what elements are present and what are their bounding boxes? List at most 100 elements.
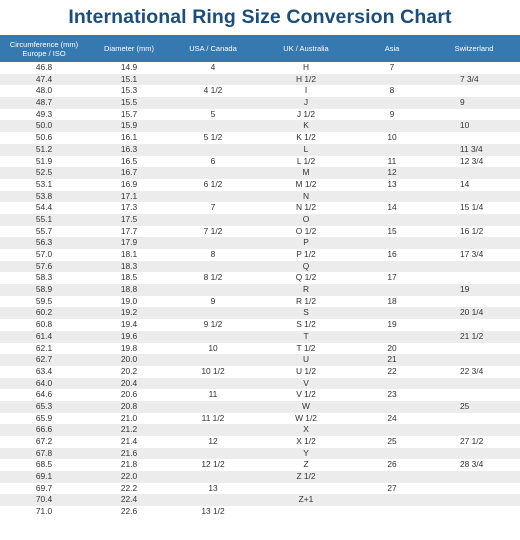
cell-circumference: 60.8	[0, 319, 88, 331]
cell-usa-canada	[170, 354, 256, 366]
cell-diameter: 16.7	[88, 167, 170, 179]
cell-uk-australia: Z 1/2	[256, 471, 356, 483]
cell-diameter: 19.2	[88, 307, 170, 320]
cell-switzerland: 11 3/4	[428, 143, 520, 156]
cell-switzerland: 15 1/4	[428, 202, 520, 214]
cell-usa-canada	[170, 213, 256, 226]
cell-diameter: 21.4	[88, 436, 170, 448]
cell-uk-australia: Y	[256, 447, 356, 460]
cell-asia: 14	[356, 202, 428, 214]
cell-switzerland	[428, 132, 520, 144]
cell-circumference: 57.6	[0, 260, 88, 273]
cell-diameter: 22.2	[88, 482, 170, 495]
cell-diameter: 21.8	[88, 459, 170, 472]
table-row: 55.1 17.5 O	[0, 213, 520, 226]
cell-switzerland	[428, 506, 520, 518]
cell-uk-australia: T 1/2	[256, 342, 356, 355]
cell-diameter: 19.8	[88, 342, 170, 355]
cell-asia: 21	[356, 354, 428, 366]
cell-asia	[356, 190, 428, 203]
table-row: 46.8 14.9 4 H 7	[0, 62, 520, 74]
cell-usa-canada: 11 1/2	[170, 412, 256, 425]
table-row: 53.8 17.1 N	[0, 190, 520, 203]
cell-diameter: 19.0	[88, 295, 170, 308]
cell-circumference: 48.7	[0, 97, 88, 109]
cell-circumference: 61.4	[0, 330, 88, 343]
table-header: Circumference (mm) Europe / ISO Diameter…	[0, 35, 520, 62]
cell-diameter: 16.3	[88, 143, 170, 156]
cell-diameter: 18.1	[88, 249, 170, 261]
cell-usa-canada	[170, 73, 256, 86]
cell-diameter: 18.5	[88, 272, 170, 285]
cell-asia	[356, 400, 428, 413]
cell-diameter: 15.1	[88, 73, 170, 86]
cell-circumference: 51.9	[0, 155, 88, 168]
cell-usa-canada: 11	[170, 389, 256, 401]
cell-asia: 27	[356, 482, 428, 495]
cell-switzerland: 14	[428, 178, 520, 191]
cell-usa-canada	[170, 167, 256, 179]
cell-switzerland: 21 1/2	[428, 330, 520, 343]
cell-switzerland	[428, 85, 520, 98]
table-row: 71.0 22.6 13 1/2	[0, 506, 520, 518]
cell-uk-australia: R	[256, 284, 356, 296]
cell-asia: 23	[356, 389, 428, 401]
cell-uk-australia	[256, 482, 356, 495]
cell-asia: 22	[356, 365, 428, 378]
cell-uk-australia: R 1/2	[256, 295, 356, 308]
table-row: 58.9 18.8 R 19	[0, 284, 520, 296]
cell-usa-canada	[170, 400, 256, 413]
cell-diameter: 17.1	[88, 190, 170, 203]
cell-diameter: 21.0	[88, 412, 170, 425]
cell-usa-canada: 4 1/2	[170, 85, 256, 98]
cell-diameter: 17.9	[88, 237, 170, 249]
cell-switzerland: 12 3/4	[428, 155, 520, 168]
cell-circumference: 55.7	[0, 225, 88, 238]
cell-usa-canada: 13 1/2	[170, 506, 256, 518]
cell-asia: 12	[356, 167, 428, 179]
cell-switzerland	[428, 190, 520, 203]
cell-asia: 20	[356, 342, 428, 355]
cell-uk-australia: X	[256, 424, 356, 436]
cell-uk-australia: S	[256, 307, 356, 320]
cell-switzerland: 20 1/4	[428, 307, 520, 320]
cell-circumference: 53.1	[0, 178, 88, 191]
cell-switzerland	[428, 260, 520, 273]
cell-asia: 25	[356, 436, 428, 448]
cell-diameter: 15.5	[88, 97, 170, 109]
cell-usa-canada	[170, 307, 256, 320]
cell-switzerland: 19	[428, 284, 520, 296]
table-row: 58.3 18.5 8 1/2 Q 1/2 17	[0, 272, 520, 285]
cell-uk-australia: W 1/2	[256, 412, 356, 425]
cell-diameter: 17.7	[88, 225, 170, 238]
cell-usa-canada: 9	[170, 295, 256, 308]
cell-uk-australia	[256, 506, 356, 518]
table-row: 64.0 20.4 V	[0, 377, 520, 390]
header-usa-canada: USA / Canada	[170, 35, 256, 62]
cell-usa-canada	[170, 260, 256, 273]
table-row: 48.7 15.5 J 9	[0, 97, 520, 109]
cell-asia: 10	[356, 132, 428, 144]
cell-usa-canada: 9 1/2	[170, 319, 256, 331]
ring-size-table: Circumference (mm) Europe / ISO Diameter…	[0, 35, 520, 518]
cell-asia: 15	[356, 225, 428, 238]
table-row: 60.2 19.2 S 20 1/4	[0, 307, 520, 320]
cell-switzerland	[428, 354, 520, 366]
table-row: 48.0 15.3 4 1/2 I 8	[0, 85, 520, 98]
cell-circumference: 58.9	[0, 284, 88, 296]
cell-asia	[356, 424, 428, 436]
cell-circumference: 67.8	[0, 447, 88, 460]
cell-diameter: 18.8	[88, 284, 170, 296]
cell-asia: 11	[356, 155, 428, 168]
cell-usa-canada: 6	[170, 155, 256, 168]
cell-asia: 18	[356, 295, 428, 308]
cell-asia	[356, 506, 428, 518]
cell-circumference: 47.4	[0, 73, 88, 86]
cell-asia: 9	[356, 108, 428, 121]
cell-asia	[356, 330, 428, 343]
cell-switzerland: 9	[428, 97, 520, 109]
cell-circumference: 59.5	[0, 295, 88, 308]
cell-asia	[356, 377, 428, 390]
cell-circumference: 53.8	[0, 190, 88, 203]
table-row: 50.0 15.9 K 10	[0, 120, 520, 133]
